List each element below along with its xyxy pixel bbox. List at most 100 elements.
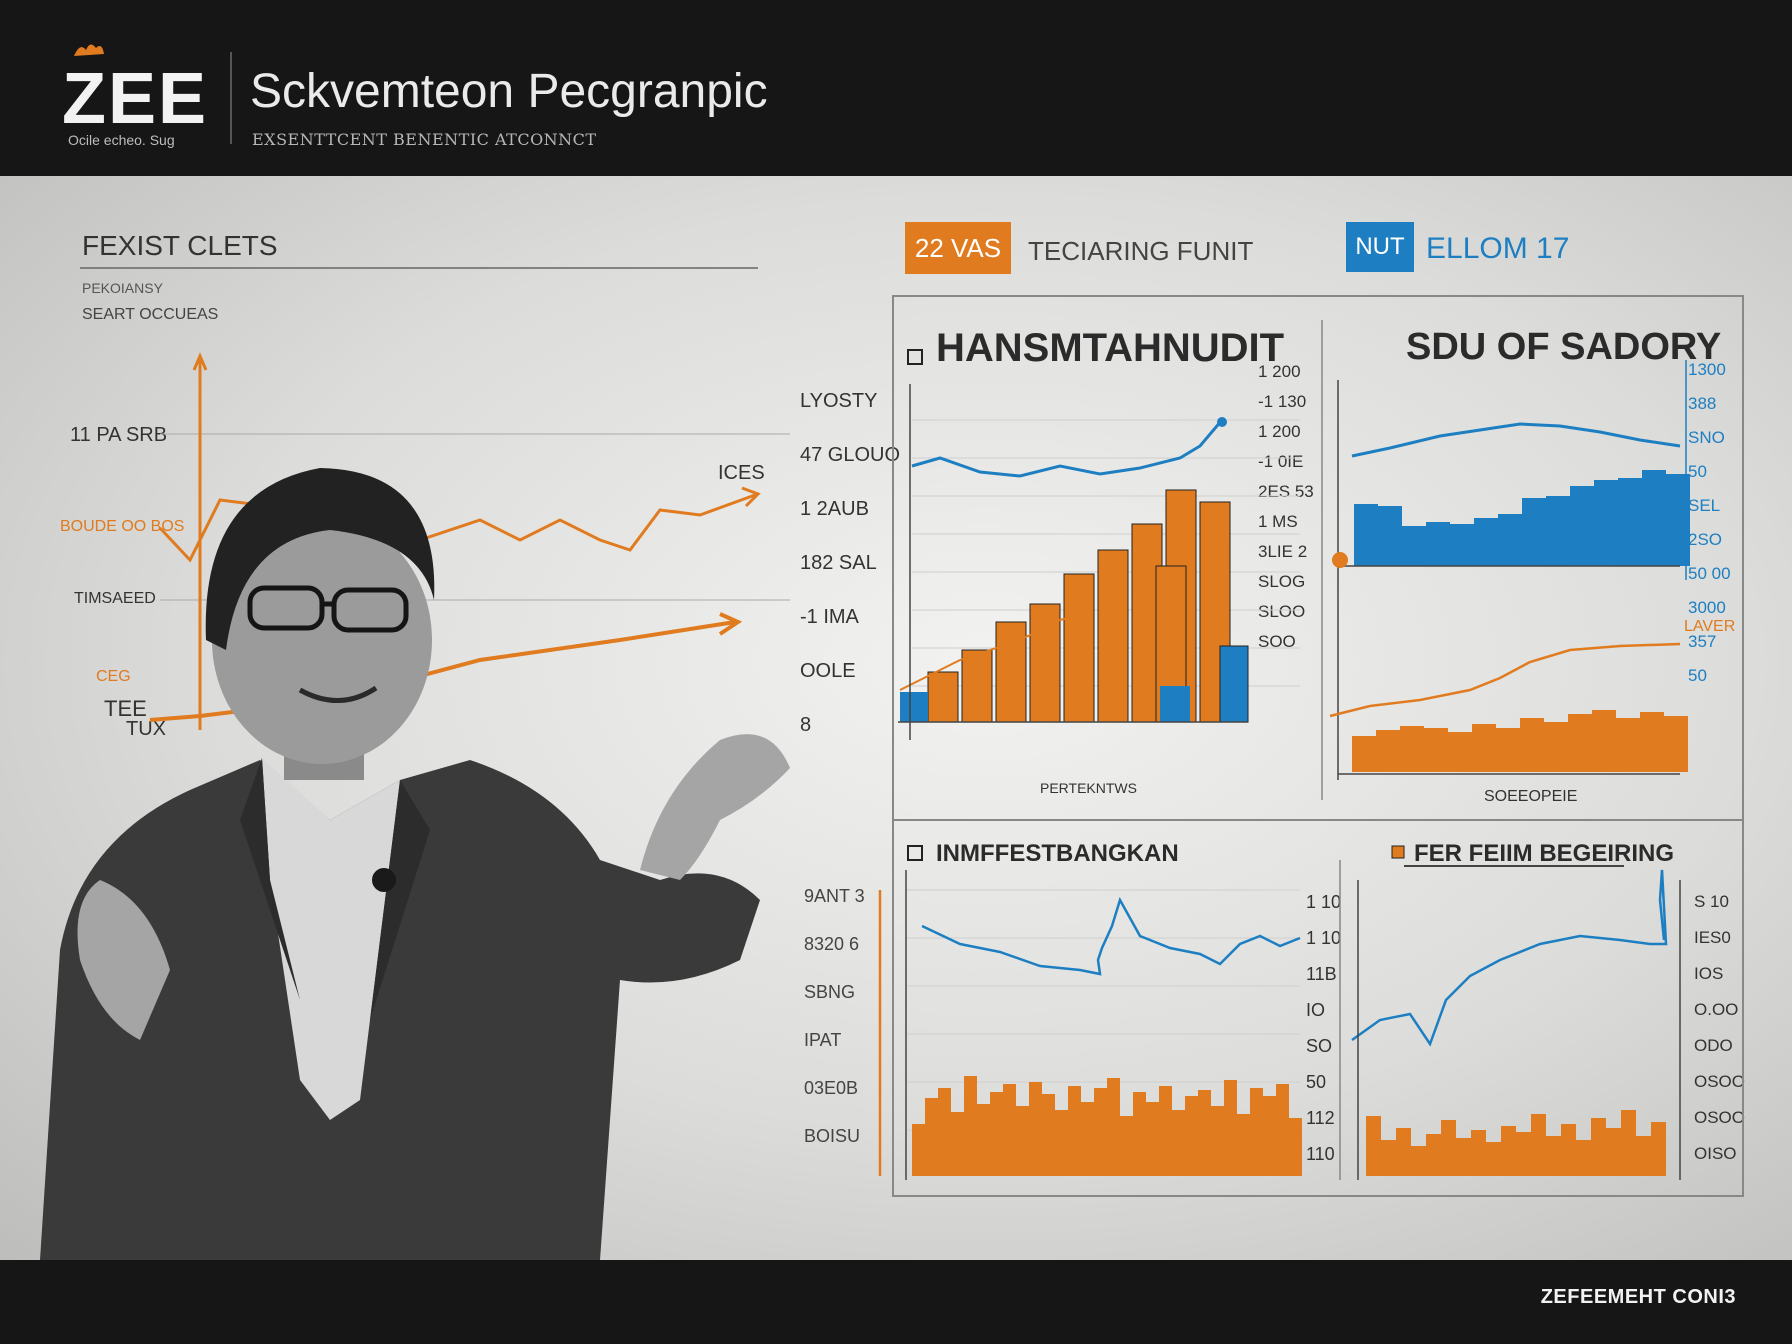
left-label-1: ICES bbox=[718, 462, 765, 484]
bl-bar-13 bbox=[1081, 1102, 1094, 1176]
presenter-smile bbox=[298, 685, 378, 703]
tr-bar-orange-10 bbox=[1592, 710, 1616, 772]
tr_right_ticks-tick-6: 50 00 bbox=[1688, 564, 1731, 583]
tr-bar-orange-11 bbox=[1616, 718, 1640, 772]
presenter-microphone bbox=[372, 868, 396, 892]
tr_right_ticks-tick-9: 50 bbox=[1688, 666, 1707, 685]
chart-xlabel-top-left: PERTEKNTWS bbox=[1040, 780, 1137, 796]
page-title: Sckvemteon Pecgranpic bbox=[250, 65, 768, 118]
bl-bar-9 bbox=[1029, 1082, 1042, 1176]
orange-tag: 22 VAS bbox=[905, 222, 1011, 274]
bl-bar-20 bbox=[1172, 1110, 1185, 1176]
page-subtitle: EXSENTTCENT BENENTIC ATCONNCT bbox=[252, 130, 597, 149]
bl-bar-24 bbox=[1224, 1080, 1237, 1176]
tr_right_ticks-tick-7: 3000 bbox=[1688, 598, 1726, 617]
tl_left_ticks-tick-2: 1 2AUB bbox=[800, 498, 869, 520]
tr-bar-blue-3 bbox=[1426, 522, 1450, 566]
bl_mid_ticks-tick-5: 50 bbox=[1306, 1072, 1327, 1092]
br-bar-1 bbox=[1381, 1140, 1396, 1176]
br-blue-line bbox=[1351, 869, 1668, 1047]
br-bar-0 bbox=[1366, 1116, 1381, 1176]
br-bar-17 bbox=[1621, 1110, 1636, 1176]
tr-bar-orange-1 bbox=[1376, 730, 1400, 772]
tl_left_ticks-tick-3: 182 SAL bbox=[800, 552, 877, 574]
br-bar-3 bbox=[1411, 1146, 1426, 1176]
br-bar-2 bbox=[1396, 1128, 1411, 1176]
left-trend-arrow-lower-icon bbox=[718, 612, 743, 636]
br_right_ticks-tick-0: S 10 bbox=[1694, 892, 1729, 911]
left-label-0: 11 PA SRB bbox=[70, 424, 168, 446]
br-bar-15 bbox=[1591, 1118, 1606, 1176]
br-bar-5 bbox=[1441, 1120, 1456, 1176]
left-panel-title: FEXIST CLETS bbox=[82, 230, 278, 261]
br-bar-11 bbox=[1531, 1114, 1546, 1176]
bl-bar-25 bbox=[1237, 1114, 1250, 1176]
tr_right_ticks-tick-3: 50 bbox=[1688, 462, 1707, 481]
br-bar-6 bbox=[1456, 1138, 1471, 1176]
tr_right_ticks-tick-2: SNO bbox=[1688, 428, 1725, 447]
tl-bar-orange-0 bbox=[927, 671, 959, 723]
br-bar-10 bbox=[1516, 1132, 1531, 1176]
logo-flame-icon bbox=[74, 44, 104, 56]
bl-bar-6 bbox=[990, 1092, 1003, 1176]
br-bar-7 bbox=[1471, 1130, 1486, 1176]
tl-bar-orange-1 bbox=[961, 649, 993, 723]
header-divider bbox=[230, 52, 232, 144]
bl-bar-2 bbox=[938, 1088, 951, 1176]
tr-bar-blue-12 bbox=[1642, 470, 1666, 566]
bl_left_ticks-tick-1: 8320 6 bbox=[804, 934, 860, 954]
tl-blue-line-end bbox=[1217, 417, 1227, 427]
bl_left_ticks-tick-2: SBNG bbox=[804, 982, 856, 1002]
header-bar bbox=[0, 0, 1792, 176]
bl-bar-19 bbox=[1159, 1086, 1172, 1176]
br_right_ticks-tick-5: OSOO bbox=[1694, 1072, 1746, 1091]
bl-bar-4 bbox=[964, 1076, 977, 1176]
bl-bar-21 bbox=[1185, 1096, 1198, 1176]
tl_right_ticks-tick-7: SLOG bbox=[1258, 572, 1306, 591]
bl-bar-14 bbox=[1094, 1088, 1107, 1176]
bl-bar-18 bbox=[1146, 1102, 1159, 1176]
chart-title-top-left: HANSMTAHNUDIT bbox=[936, 326, 1285, 370]
chart-xlabel-top-right: SOEEOPEIE bbox=[1484, 788, 1578, 805]
br-bar-9 bbox=[1501, 1126, 1516, 1176]
tr-bar-orange-4 bbox=[1448, 732, 1472, 772]
left-panel-sub2: SEART OCCUEAS bbox=[82, 306, 219, 323]
presenter-glasses-left bbox=[247, 585, 325, 631]
left-label-2: BOUDE OO BOS bbox=[60, 518, 185, 535]
bl_mid_ticks-tick-4: SO bbox=[1306, 1036, 1333, 1056]
bl_mid_ticks-tick-3: IO bbox=[1306, 1000, 1326, 1020]
brand-tagline: Ocile echeo. Sug bbox=[68, 132, 175, 148]
tl_left_ticks-tick-5: OOLE bbox=[800, 660, 856, 682]
presenter-hair bbox=[205, 468, 435, 650]
tr-orange-line bbox=[1329, 642, 1681, 718]
tl_left_ticks-tick-1: 47 GLOUO bbox=[800, 444, 901, 466]
footer-label: ZEFEEMEHT CONI3 bbox=[1540, 1286, 1736, 1308]
bl-bar-17 bbox=[1133, 1092, 1146, 1176]
br-bar-19 bbox=[1651, 1122, 1666, 1176]
bl-blue-line bbox=[921, 896, 1301, 976]
tr_right_ticks-tick-4: SEL bbox=[1688, 496, 1721, 515]
chart-title-top-right: SDU OF SADORY bbox=[1406, 326, 1722, 368]
bl_mid_ticks-tick-6: 112 bbox=[1306, 1108, 1335, 1128]
left-label-5: TEE bbox=[104, 696, 147, 721]
bl-bar-29 bbox=[1289, 1118, 1302, 1176]
bl_mid_ticks-tick-0: 1 10 bbox=[1306, 892, 1342, 912]
bl-bar-22 bbox=[1198, 1090, 1211, 1176]
tl_left_ticks-tick-6: 8 bbox=[800, 714, 812, 736]
br-bar-12 bbox=[1546, 1136, 1561, 1176]
tl-bar-blue-0 bbox=[900, 692, 928, 722]
bl-bar-10 bbox=[1042, 1094, 1055, 1176]
tr-bar-orange-3 bbox=[1424, 728, 1448, 772]
tr-bar-blue-0 bbox=[1354, 504, 1378, 566]
tr_right_ticks-tick-1: 388 bbox=[1688, 394, 1717, 413]
tr-bar-orange-9 bbox=[1568, 714, 1592, 772]
tr_right_ticks-tick-0: 1300 bbox=[1688, 360, 1726, 379]
presenter-figure bbox=[40, 468, 790, 1260]
tr_right_ticks-tick-5: 2SO bbox=[1688, 530, 1723, 549]
tr-bar-blue-9 bbox=[1570, 486, 1594, 566]
tr-bar-orange-13 bbox=[1664, 716, 1688, 772]
blue-tag-caption: ELLOM 17 bbox=[1426, 232, 1570, 265]
bl-bar-28 bbox=[1276, 1084, 1289, 1176]
br-bar-13 bbox=[1561, 1124, 1576, 1176]
